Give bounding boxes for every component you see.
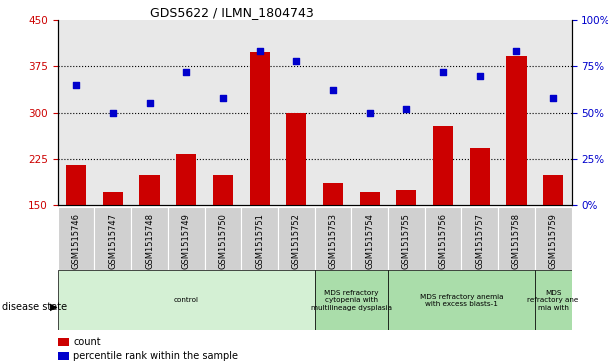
FancyBboxPatch shape (131, 207, 168, 270)
FancyBboxPatch shape (535, 207, 572, 270)
Point (511, 49, 521, 54)
Bar (176, 155, 196, 205)
Text: GSM1515749: GSM1515749 (182, 213, 191, 269)
Text: GSM1515758: GSM1515758 (512, 213, 521, 269)
Text: percentile rank within the sample: percentile rank within the sample (73, 351, 238, 361)
Point (438, 69, 448, 75)
Text: count: count (73, 337, 101, 347)
Bar (103, 192, 123, 205)
Text: GSM1515748: GSM1515748 (145, 213, 154, 269)
Text: GSM1515754: GSM1515754 (365, 213, 374, 269)
Text: GSM1515750: GSM1515750 (218, 213, 227, 269)
Text: MDS
refractory ane
mia with: MDS refractory ane mia with (528, 290, 579, 311)
Text: GSM1515755: GSM1515755 (402, 213, 411, 269)
FancyBboxPatch shape (351, 207, 388, 270)
Text: control: control (174, 297, 199, 303)
Bar (323, 184, 343, 205)
Point (365, 110, 375, 115)
Text: GSM1515752: GSM1515752 (292, 213, 301, 269)
Bar (506, 56, 527, 205)
Bar (213, 175, 233, 205)
Bar (58, 352, 69, 360)
Point (328, 87, 338, 93)
FancyBboxPatch shape (58, 270, 315, 330)
Text: MDS refractory anemia
with excess blasts-1: MDS refractory anemia with excess blasts… (420, 294, 503, 307)
Bar (543, 175, 563, 205)
Point (548, 95, 558, 101)
FancyBboxPatch shape (315, 207, 351, 270)
Point (291, 58, 301, 64)
Text: GSM1515751: GSM1515751 (255, 213, 264, 269)
FancyBboxPatch shape (388, 270, 535, 330)
FancyBboxPatch shape (58, 207, 94, 270)
Text: GSM1515757: GSM1515757 (475, 213, 485, 269)
Point (71, 82, 81, 87)
FancyBboxPatch shape (278, 207, 315, 270)
Text: disease state: disease state (2, 302, 67, 312)
FancyBboxPatch shape (315, 270, 388, 330)
FancyBboxPatch shape (535, 270, 572, 330)
FancyBboxPatch shape (241, 207, 278, 270)
Bar (66, 165, 86, 205)
Bar (58, 338, 69, 346)
Bar (433, 126, 453, 205)
Bar (470, 148, 490, 205)
Point (255, 49, 264, 54)
Bar (249, 52, 270, 205)
Text: GDS5622 / ILMN_1804743: GDS5622 / ILMN_1804743 (150, 6, 314, 19)
Text: GSM1515746: GSM1515746 (72, 213, 81, 269)
Text: GSM1515747: GSM1515747 (108, 213, 117, 269)
Text: GSM1515753: GSM1515753 (328, 213, 337, 269)
Bar (286, 113, 306, 205)
Text: ▶: ▶ (50, 302, 57, 312)
Text: GSM1515756: GSM1515756 (438, 213, 447, 269)
FancyBboxPatch shape (498, 207, 535, 270)
Bar (139, 175, 159, 205)
Text: MDS refractory
cytopenia with
multilineage dysplasia: MDS refractory cytopenia with multilinea… (311, 290, 392, 311)
Point (218, 95, 228, 101)
FancyBboxPatch shape (168, 207, 204, 270)
FancyBboxPatch shape (204, 207, 241, 270)
FancyBboxPatch shape (461, 207, 498, 270)
Bar (396, 189, 416, 205)
FancyBboxPatch shape (388, 207, 425, 270)
FancyBboxPatch shape (94, 207, 131, 270)
Point (108, 110, 118, 115)
Point (401, 106, 411, 112)
Point (145, 100, 154, 106)
Point (181, 69, 191, 75)
Point (475, 73, 485, 78)
FancyBboxPatch shape (425, 207, 461, 270)
Bar (359, 192, 380, 205)
Text: GSM1515759: GSM1515759 (548, 213, 558, 269)
